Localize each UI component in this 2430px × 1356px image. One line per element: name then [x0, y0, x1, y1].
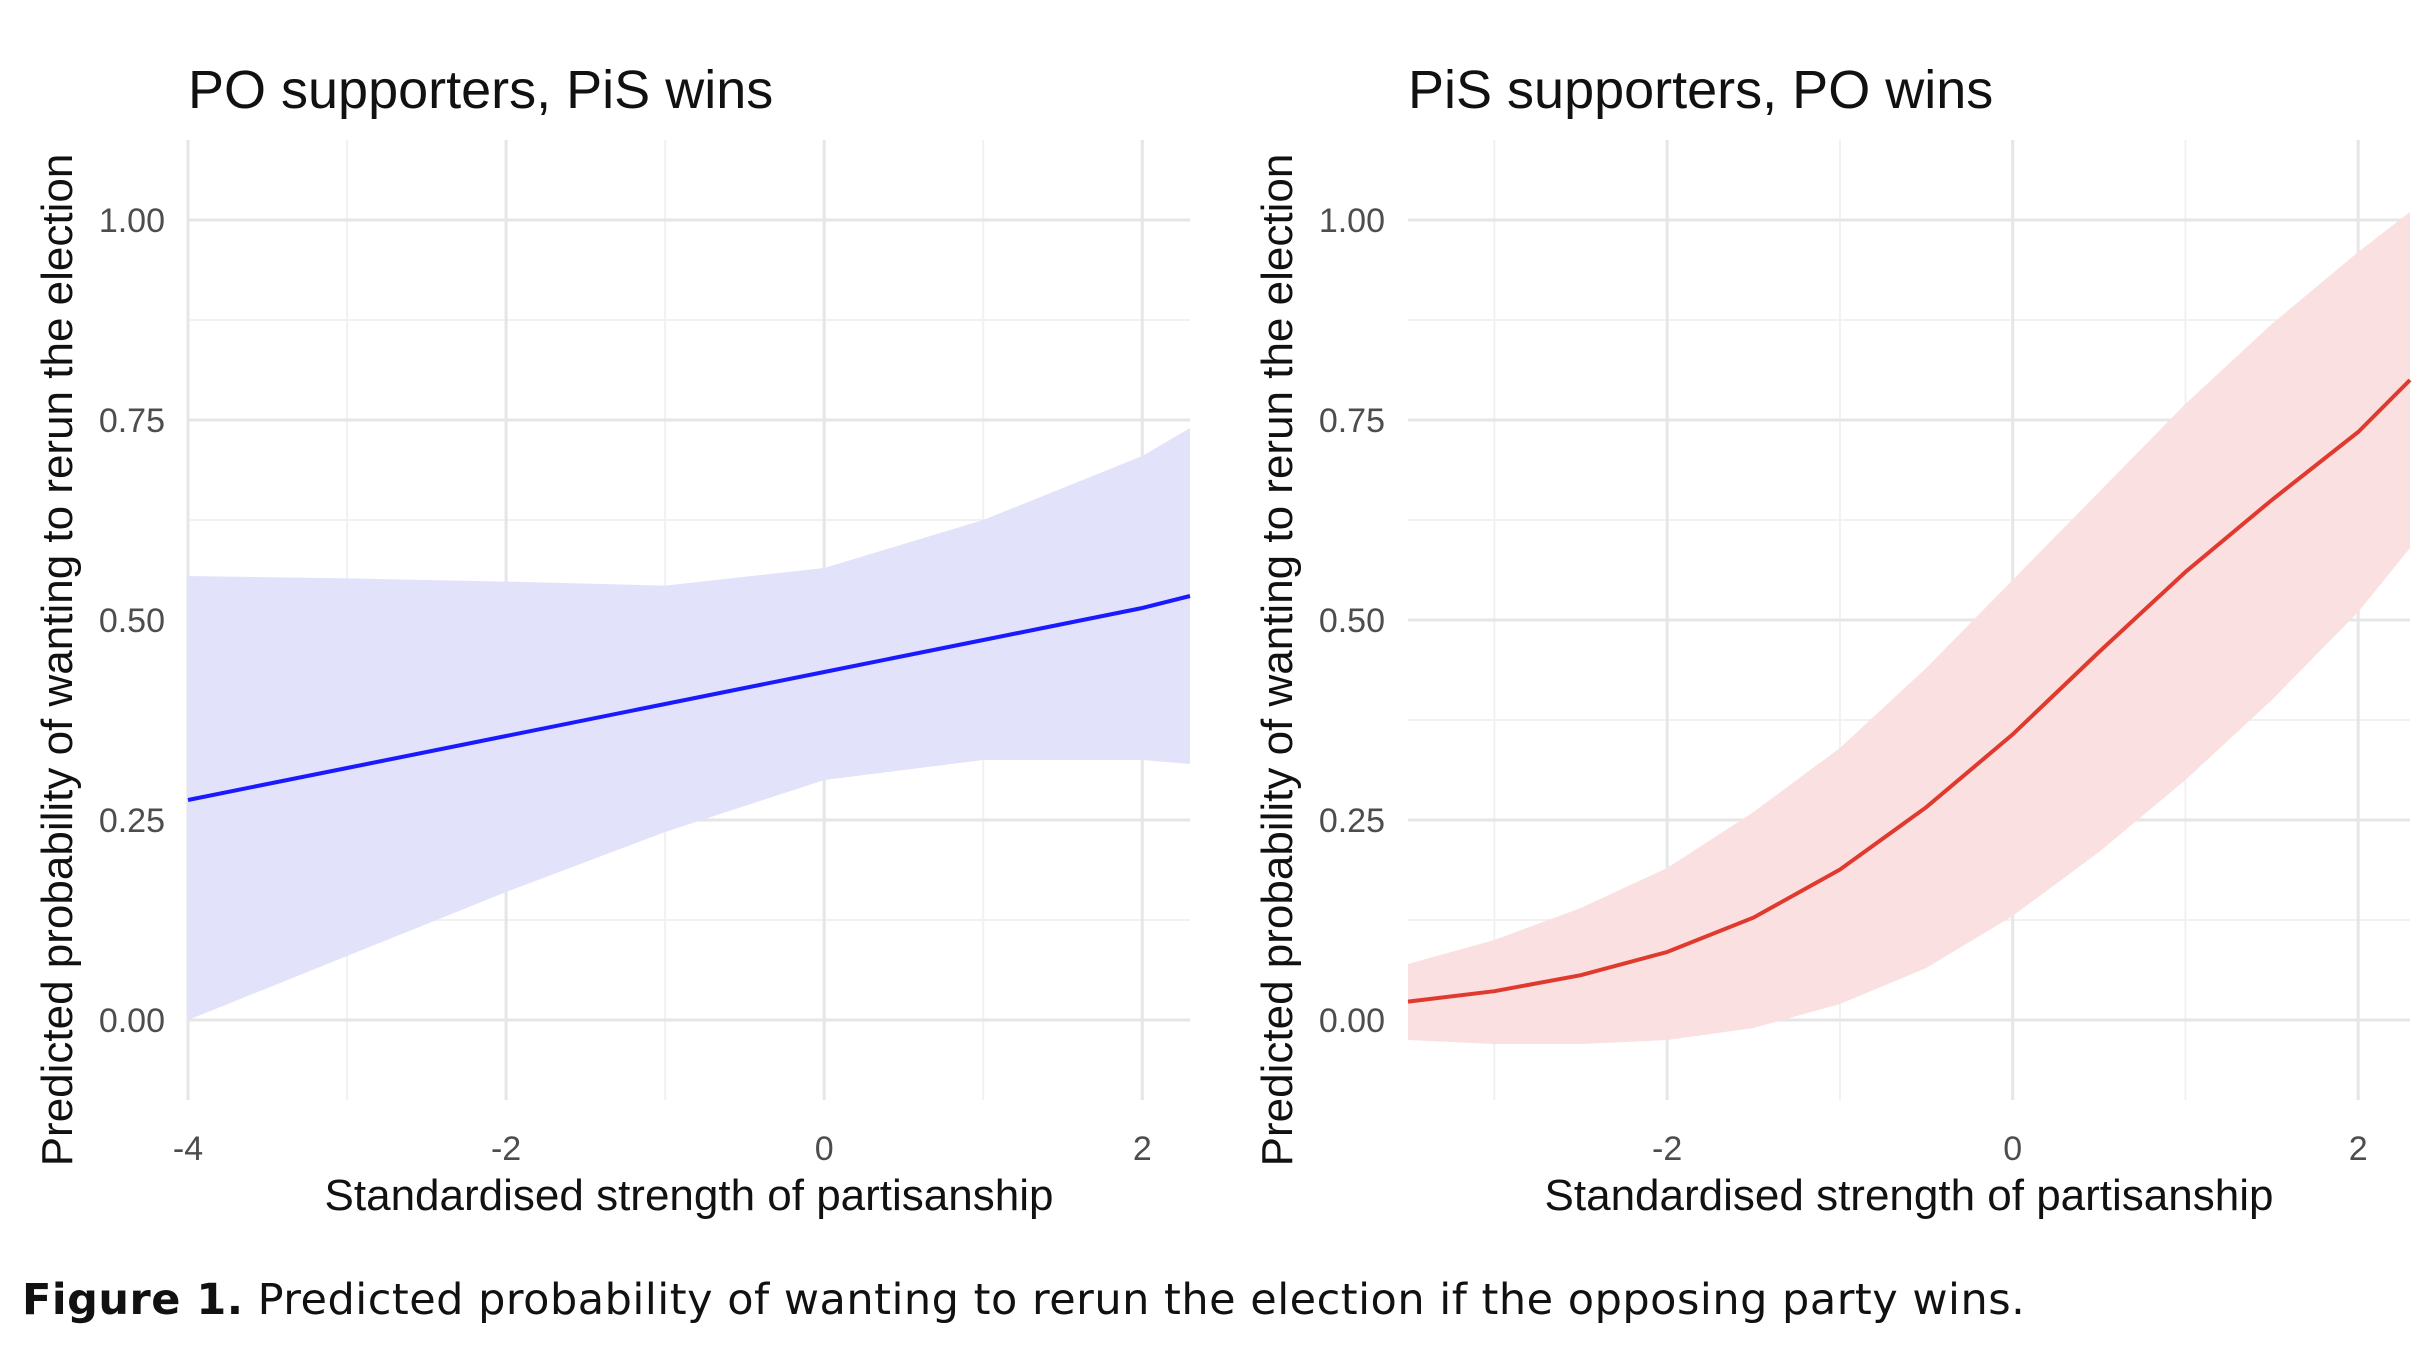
y-tick-label: 0.00 [99, 1002, 165, 1040]
caption-label: Figure 1. [22, 1275, 244, 1325]
confidence-ribbon [1408, 212, 2410, 1044]
x-tick-label: 0 [815, 1130, 834, 1168]
y-tick-label: 1.00 [1319, 202, 1385, 240]
x-tick-label: 2 [2349, 1130, 2368, 1168]
chart-title: PiS supporters, PO wins [1408, 60, 1993, 120]
x-tick-label: -2 [491, 1130, 521, 1168]
y-tick-label: 0.50 [99, 602, 165, 640]
y-tick-label: 0.00 [1319, 1002, 1385, 1040]
chart-title: PO supporters, PiS wins [188, 60, 773, 120]
x-axis-label: Standardised strength of partisanship [325, 1171, 1054, 1220]
y-axis-label: Predicted probability of wanting to reru… [1253, 154, 1302, 1167]
predicted-line [1407, 378, 2412, 1004]
y-tick-label: 0.50 [1319, 602, 1385, 640]
x-tick-label: 2 [1133, 1130, 1152, 1168]
y-tick-label: 0.25 [99, 802, 165, 840]
x-tick-label: 0 [2003, 1130, 2022, 1168]
confidence-ribbon [188, 428, 1190, 1020]
figure: 0.00 0.25 0.50 0.75 1.00 -4 -2 0 2 PO supporters,… [33, 60, 2412, 1220]
right-panel: 0.00 0.25 0.50 0.75 1.00 -2 0 2 PiS supporters, … [1253, 60, 2412, 1220]
x-tick-label: -4 [173, 1130, 203, 1168]
y-tick-label: 1.00 [99, 202, 165, 240]
left-panel: 0.00 0.25 0.50 0.75 1.00 -4 -2 0 2 PO supporters,… [33, 60, 1191, 1220]
predicted-line [187, 594, 1191, 802]
figure-caption: Figure 1. Predicted probability of wantin… [22, 1275, 2025, 1325]
y-tick-label: 0.75 [1319, 402, 1385, 440]
y-tick-label: 0.75 [99, 402, 165, 440]
x-axis-label: Standardised strength of partisanship [1545, 1171, 2274, 1220]
x-tick-label: -2 [1652, 1130, 1682, 1168]
y-axis-label: Predicted probability of wanting to reru… [33, 154, 82, 1167]
caption-text: Predicted probability of wanting to reru… [257, 1275, 2026, 1325]
y-tick-label: 0.25 [1319, 802, 1385, 840]
